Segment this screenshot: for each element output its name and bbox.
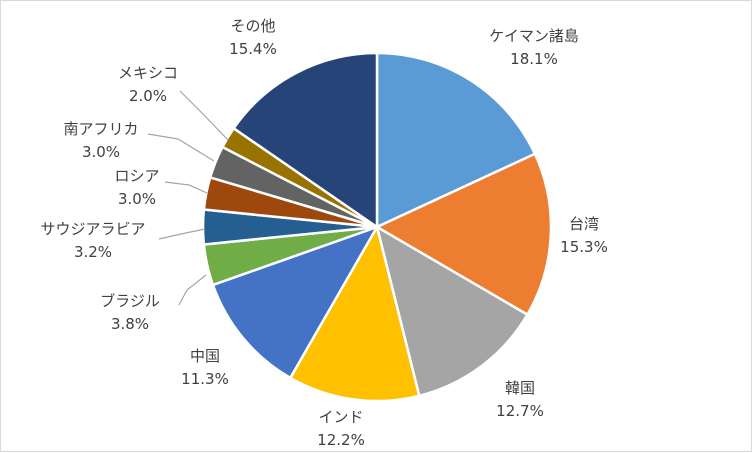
leader-line (178, 274, 207, 306)
slice-percent-label: 2.0% (129, 87, 167, 105)
slice-category-label: 中国 (190, 347, 220, 365)
slice-category-label: ケイマン諸島 (489, 27, 579, 45)
slice-category-label: サウジアラビア (40, 220, 145, 238)
slice-percent-label: 15.4% (229, 40, 277, 58)
slice-percent-label: 12.2% (317, 431, 365, 449)
slice-percent-label: 3.0% (118, 190, 156, 208)
leader-line (158, 228, 206, 240)
slice-percent-label: 11.3% (181, 370, 229, 388)
pie-slice (211, 225, 379, 380)
slice-category-label: 南アフリカ (63, 120, 138, 138)
slice-category-label: ブラジル (100, 292, 160, 310)
slice-percent-label: 3.2% (74, 243, 112, 261)
slice-percent-label: 3.8% (111, 315, 149, 333)
pie-slice (289, 225, 421, 403)
slice-category-label: インド (318, 408, 363, 426)
pie-slice (375, 225, 529, 398)
pie-slice (232, 51, 379, 229)
slice-percent-label: 18.1% (510, 50, 558, 68)
leader-line (164, 181, 208, 194)
slice-percent-label: 15.3% (560, 238, 608, 256)
slice-percent-label: 3.0% (82, 143, 120, 161)
slice-category-label: その他 (230, 17, 275, 35)
pie-slice (375, 152, 553, 316)
slice-percent-label: 12.7% (496, 402, 544, 420)
leader-line (147, 133, 215, 162)
slice-category-label: 台湾 (569, 215, 599, 233)
pie-slice (375, 51, 537, 229)
slice-category-label: 韓国 (505, 379, 535, 397)
leader-line (179, 90, 229, 141)
slice-category-label: ロシア (114, 167, 159, 185)
slice-category-label: メキシコ (118, 64, 178, 82)
